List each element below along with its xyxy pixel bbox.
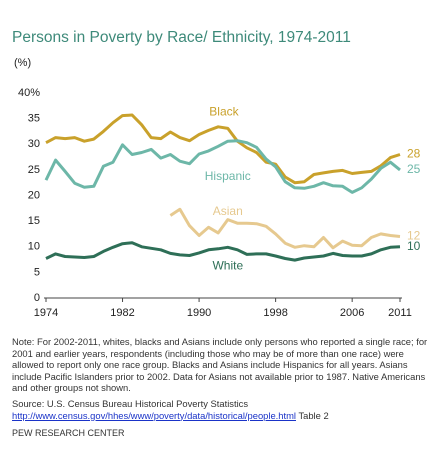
y-tick-label: 35 xyxy=(28,113,40,125)
series-line xyxy=(45,241,401,262)
source-line: http://www.census.gov/hhes/www/poverty/d… xyxy=(12,410,437,422)
end-label: 10 xyxy=(407,239,421,253)
y-unit: (%) xyxy=(14,57,31,69)
chart: Persons in Poverty by Race/ Ethnicity, 1… xyxy=(12,29,421,319)
end-label: 25 xyxy=(407,162,421,176)
series-label: White xyxy=(212,258,243,272)
x-tick-label: 2006 xyxy=(340,307,364,319)
x-tick-label: 2011 xyxy=(388,307,412,319)
series-line xyxy=(44,139,401,194)
x-tick-label: 1990 xyxy=(187,307,211,319)
source: Source: U.S. Census Bureau Historical Po… xyxy=(12,398,437,421)
series-line xyxy=(45,113,401,185)
series-label: Asian xyxy=(213,204,243,218)
series-line xyxy=(169,207,401,250)
y-tick-label: 10 xyxy=(28,241,40,253)
source-text: Source: U.S. Census Bureau Historical Po… xyxy=(12,398,249,409)
series-label: Black xyxy=(209,105,239,119)
y-tick-label: 30 xyxy=(28,138,40,150)
series-label: Hispanic xyxy=(205,169,251,183)
y-tick-label: 0 xyxy=(34,292,40,304)
x-tick-label: 1974 xyxy=(34,307,58,319)
y-tick-label: 25 xyxy=(28,164,40,176)
y-tick-label: 15 xyxy=(28,215,40,227)
y-tick-label: 40% xyxy=(18,87,40,99)
source-link[interactable]: http://www.census.gov/hhes/www/poverty/d… xyxy=(12,409,296,421)
chart-title: Persons in Poverty by Race/ Ethnicity, 1… xyxy=(12,29,351,46)
note: Note: For 2002-2011, whites, blacks and … xyxy=(12,336,428,393)
x-tick-label: 1998 xyxy=(263,307,287,319)
x-tick-label: 1982 xyxy=(110,307,134,319)
end-label: 28 xyxy=(407,147,421,161)
source-table: Table 2 xyxy=(298,409,329,421)
y-tick-label: 20 xyxy=(28,189,40,201)
y-tick-label: 5 xyxy=(34,266,40,278)
credit: PEW RESEARCH CENTER xyxy=(12,428,125,438)
end-label: 12 xyxy=(407,229,421,243)
